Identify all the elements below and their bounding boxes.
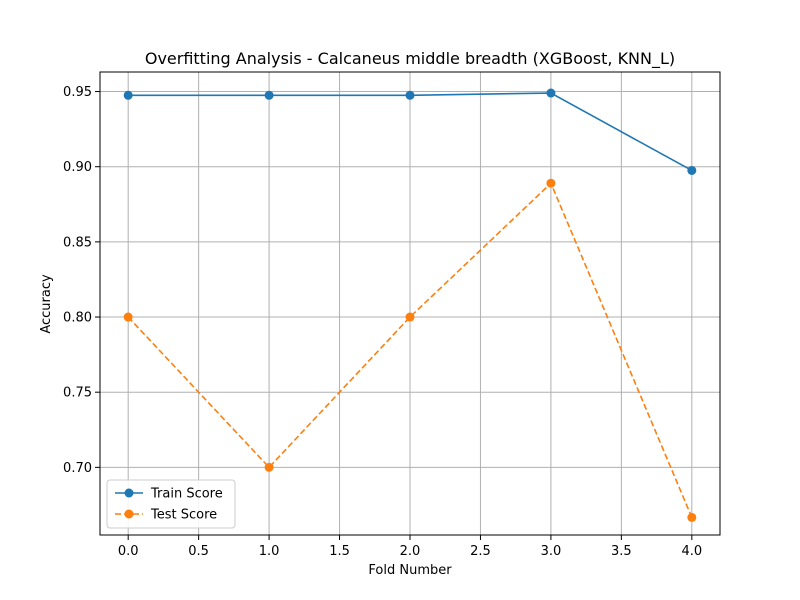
legend-swatch-marker <box>124 509 134 519</box>
series-line-test-score <box>127 181 693 518</box>
legend-swatch-marker <box>124 488 134 498</box>
y-tick-label: 0.75 <box>63 386 92 401</box>
data-point-test-score <box>687 512 697 522</box>
legend: Train Score Test Score <box>106 479 236 529</box>
data-point-train-score <box>687 165 697 175</box>
y-tick-label: 0.95 <box>63 85 92 100</box>
ticks: 0.0 0.5 1.0 1.5 2.0 2.5 3.0 3.5 4.0 0.70 0.75 0.80 0… <box>63 85 702 559</box>
x-tick-label: 2.0 <box>400 544 421 559</box>
series-train-score <box>123 88 697 175</box>
legend-label: Test Score <box>150 508 217 523</box>
series-test-score <box>123 178 697 522</box>
y-tick-label: 0.90 <box>63 160 92 175</box>
data-point-test-score <box>264 462 274 472</box>
x-tick-label: 3.5 <box>611 544 632 559</box>
data-point-train-score <box>264 90 274 100</box>
x-tick-label: 0.0 <box>118 544 139 559</box>
data-point-train-score <box>123 90 133 100</box>
y-axis-label: Accuracy <box>39 274 54 334</box>
y-tick-label: 0.70 <box>63 461 92 476</box>
data-point-train-score <box>405 90 415 100</box>
data-point-train-score <box>546 88 556 98</box>
y-tick-label: 0.80 <box>63 311 92 326</box>
x-tick-label: 4.0 <box>681 544 702 559</box>
series-layer <box>123 88 697 522</box>
x-tick-label: 1.0 <box>259 544 280 559</box>
chart-title: Overfitting Analysis - Calcaneus middle … <box>145 49 675 69</box>
data-point-test-score <box>546 178 556 188</box>
legend-item-test-score: Test Score <box>115 508 217 523</box>
data-point-test-score <box>405 312 415 322</box>
x-tick-label: 2.5 <box>470 544 491 559</box>
x-tick-label: 0.5 <box>188 544 209 559</box>
legend-label: Train Score <box>150 487 223 502</box>
data-point-test-score <box>123 312 133 322</box>
y-tick-label: 0.85 <box>63 235 92 250</box>
x-tick-label: 3.0 <box>541 544 562 559</box>
legend-item-train-score: Train Score <box>115 487 223 502</box>
x-tick-label: 1.5 <box>329 544 350 559</box>
legend-box <box>106 479 236 529</box>
x-axis-label: Fold Number <box>368 563 452 578</box>
